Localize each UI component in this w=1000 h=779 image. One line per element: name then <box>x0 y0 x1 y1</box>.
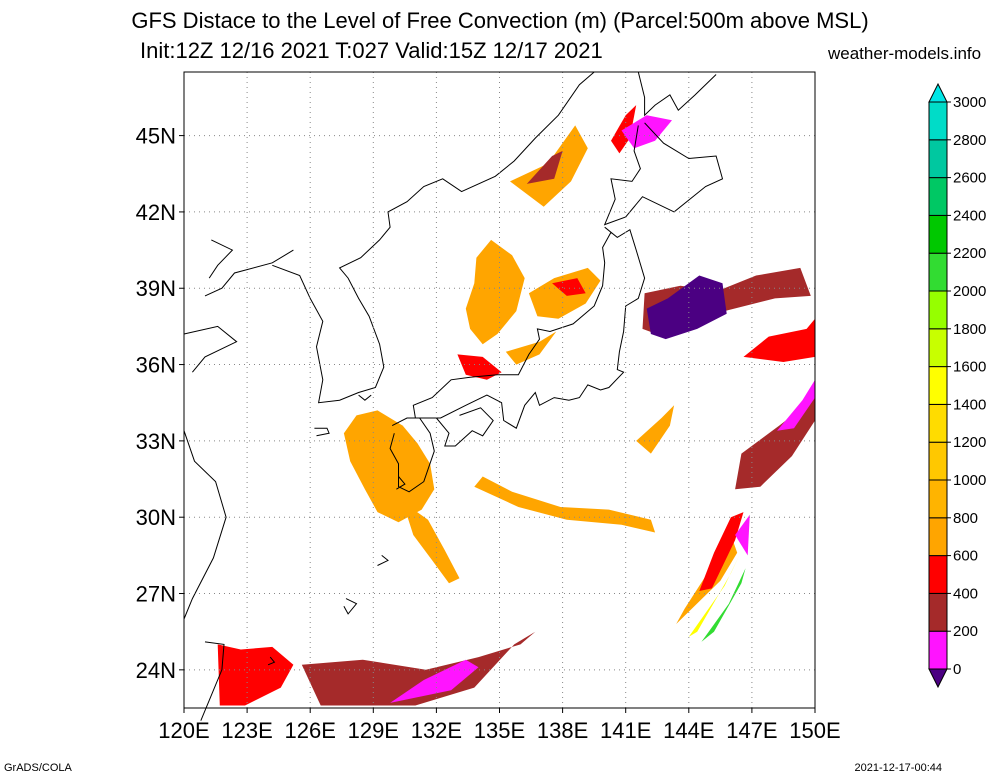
lat-tick-label: 39N <box>136 276 176 301</box>
colorbar-label: 1600 <box>953 359 986 376</box>
colorbar-segment <box>928 290 948 330</box>
shaded-region-16 <box>457 354 502 380</box>
lat-tick-label: 30N <box>136 505 176 530</box>
shaded-region-20 <box>390 659 479 703</box>
coastline-11 <box>377 555 389 566</box>
lat-tick-label: 27N <box>136 582 176 607</box>
colorbar-upper-arrow <box>928 82 948 103</box>
coastline-16 <box>396 476 406 490</box>
grads-credit: GrADS/COLA <box>4 762 72 774</box>
shaded-region-14 <box>699 512 744 591</box>
lon-tick-label: 150E <box>789 718 840 743</box>
lat-tick-label: 42N <box>136 200 176 225</box>
shaded-region-4 <box>474 476 656 533</box>
lon-tick-label: 123E <box>221 718 272 743</box>
coastline-9 <box>389 417 435 493</box>
coastline-7 <box>412 226 646 429</box>
lon-tick-label: 135E <box>474 718 525 743</box>
coastline-3 <box>208 239 234 279</box>
shaded-region-15 <box>743 318 815 362</box>
colorbar-segment <box>928 101 948 141</box>
colorbar: 0 200 400 600 800 1000 1200 1400 1600 1800 2000 220… <box>928 82 986 689</box>
lat-tick-label: 45N <box>136 124 176 149</box>
coastline-10 <box>200 641 225 721</box>
gridlines <box>184 72 815 708</box>
colorbar-label: 2800 <box>953 132 986 149</box>
lon-tick-label: 132E <box>411 718 462 743</box>
lon-tick-label: 138E <box>537 718 588 743</box>
colorbar-label: 1800 <box>953 321 986 338</box>
colorbar-segment <box>928 177 948 216</box>
coastline-1 <box>183 325 238 373</box>
lon-tick-label: 129E <box>348 718 399 743</box>
shaded-region-23 <box>735 514 750 556</box>
colorbar-label: 2200 <box>953 245 986 262</box>
lon-tick-label: 147E <box>726 718 777 743</box>
shaded-region-21 <box>777 379 815 431</box>
timestamp: 2021-12-17-00:44 <box>854 762 942 774</box>
colorbar-lower-arrow <box>928 668 948 689</box>
lon-tick-label: 120E <box>158 718 209 743</box>
colorbar-label: 1000 <box>953 472 986 489</box>
coastline-14 <box>358 394 372 401</box>
shaded-region-6 <box>505 331 557 365</box>
shaded-region-5 <box>636 405 675 454</box>
colorbar-segment <box>928 441 948 481</box>
coastline-8 <box>436 407 494 447</box>
coastline-5 <box>637 71 717 117</box>
coastline-2 <box>204 249 294 297</box>
coastlines <box>183 71 724 721</box>
shaded-region-9 <box>526 150 563 184</box>
colorbar-segment <box>928 517 948 557</box>
colorbar-segment <box>928 479 948 519</box>
shaded-region-22 <box>621 115 672 149</box>
colorbar-segment <box>928 252 948 292</box>
coastline-6 <box>603 122 724 226</box>
coastline-4 <box>272 71 595 404</box>
lat-tick-label: 36N <box>136 353 176 378</box>
lon-tick-label: 141E <box>600 718 651 743</box>
lat-tick-label: 24N <box>136 658 176 683</box>
colorbar-label: 2000 <box>953 283 986 300</box>
shaded-region-0 <box>465 239 525 345</box>
shaded-region-13 <box>217 644 294 706</box>
map-title: GFS Distace to the Level of Free Convect… <box>131 8 869 33</box>
lon-axis: 120E 123E 126E 129E 132E 135E 138E 141E 144E 147E… <box>158 708 841 743</box>
shaded-region-3 <box>402 501 460 584</box>
coastline-12 <box>343 598 358 615</box>
colorbar-segment <box>928 555 948 594</box>
shaded-region-19 <box>646 275 727 340</box>
coastline-13 <box>267 656 276 666</box>
colorbar-label: 3000 <box>953 94 986 111</box>
colorbar-label: 400 <box>953 585 978 602</box>
colorbar-label: 1400 <box>953 396 986 413</box>
colorbar-label: 1200 <box>953 434 986 451</box>
colorbar-segment <box>928 139 948 179</box>
forecast-field <box>217 105 815 706</box>
colorbar-segment <box>928 403 948 443</box>
coastline-0 <box>183 430 227 620</box>
colorbar-label: 0 <box>953 661 961 678</box>
colorbar-label: 2400 <box>953 207 986 224</box>
colorbar-label: 600 <box>953 548 978 565</box>
lon-tick-label: 144E <box>663 718 714 743</box>
colorbar-label: 200 <box>953 623 978 640</box>
lat-tick-label: 33N <box>136 429 176 454</box>
lon-tick-label: 126E <box>285 718 336 743</box>
colorbar-label: 2600 <box>953 170 986 187</box>
shaded-region-10 <box>301 631 536 706</box>
colorbar-segment <box>928 214 948 254</box>
colorbar-segment <box>928 630 948 670</box>
shaded-region-2 <box>343 410 435 523</box>
colorbar-segment <box>928 328 948 368</box>
colorbar-segment <box>928 366 948 405</box>
coastline-15 <box>314 427 330 437</box>
site-credit: weather-models.info <box>828 44 982 63</box>
colorbar-label: 800 <box>953 510 978 527</box>
lat-axis: 24N 27N 30N 33N 36N 39N 42N 45N <box>136 124 184 683</box>
shaded-region-18 <box>552 278 586 296</box>
colorbar-segment <box>928 592 948 632</box>
map-subtitle: Init:12Z 12/16 2021 T:027 Valid:15Z 12/1… <box>140 38 603 63</box>
